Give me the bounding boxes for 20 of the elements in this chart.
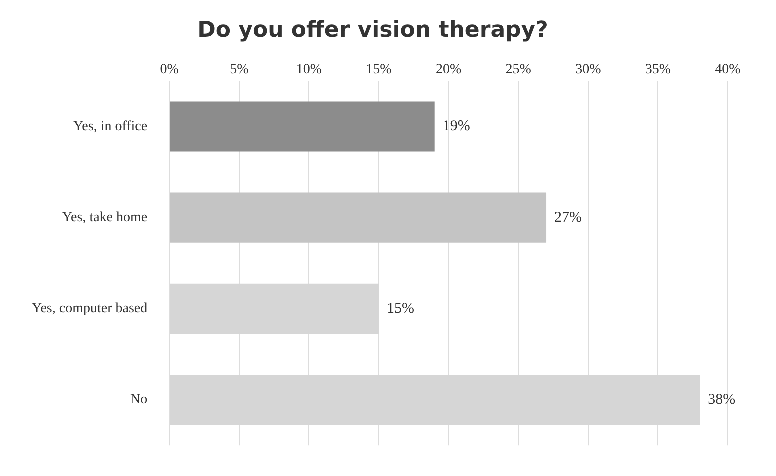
x-tick-label: 25% (506, 62, 532, 78)
x-tick-label: 10% (296, 62, 322, 78)
data-label: 19% (442, 118, 470, 135)
y-tick-label: Yes, in office (73, 119, 148, 134)
bar (170, 102, 435, 152)
data-label: 38% (708, 392, 736, 408)
x-tick-label: 40% (715, 62, 742, 78)
bar (170, 192, 547, 243)
x-tick-label: 35% (645, 62, 672, 78)
y-tick-label: No (130, 392, 148, 408)
x-tick-label: 5% (230, 62, 250, 78)
x-tick-label: 15% (366, 62, 392, 78)
x-tick-label: 20% (436, 62, 462, 78)
data-label: 27% (554, 210, 582, 226)
x-tick-label: 30% (576, 62, 602, 78)
chart-title: Do you offer vision therapy? (198, 18, 548, 43)
y-tick-label: Yes, take home (62, 210, 148, 226)
data-label: 15% (387, 300, 415, 317)
x-tick-label: 0% (160, 62, 180, 78)
y-tick-label: Yes, computer based (32, 302, 148, 317)
